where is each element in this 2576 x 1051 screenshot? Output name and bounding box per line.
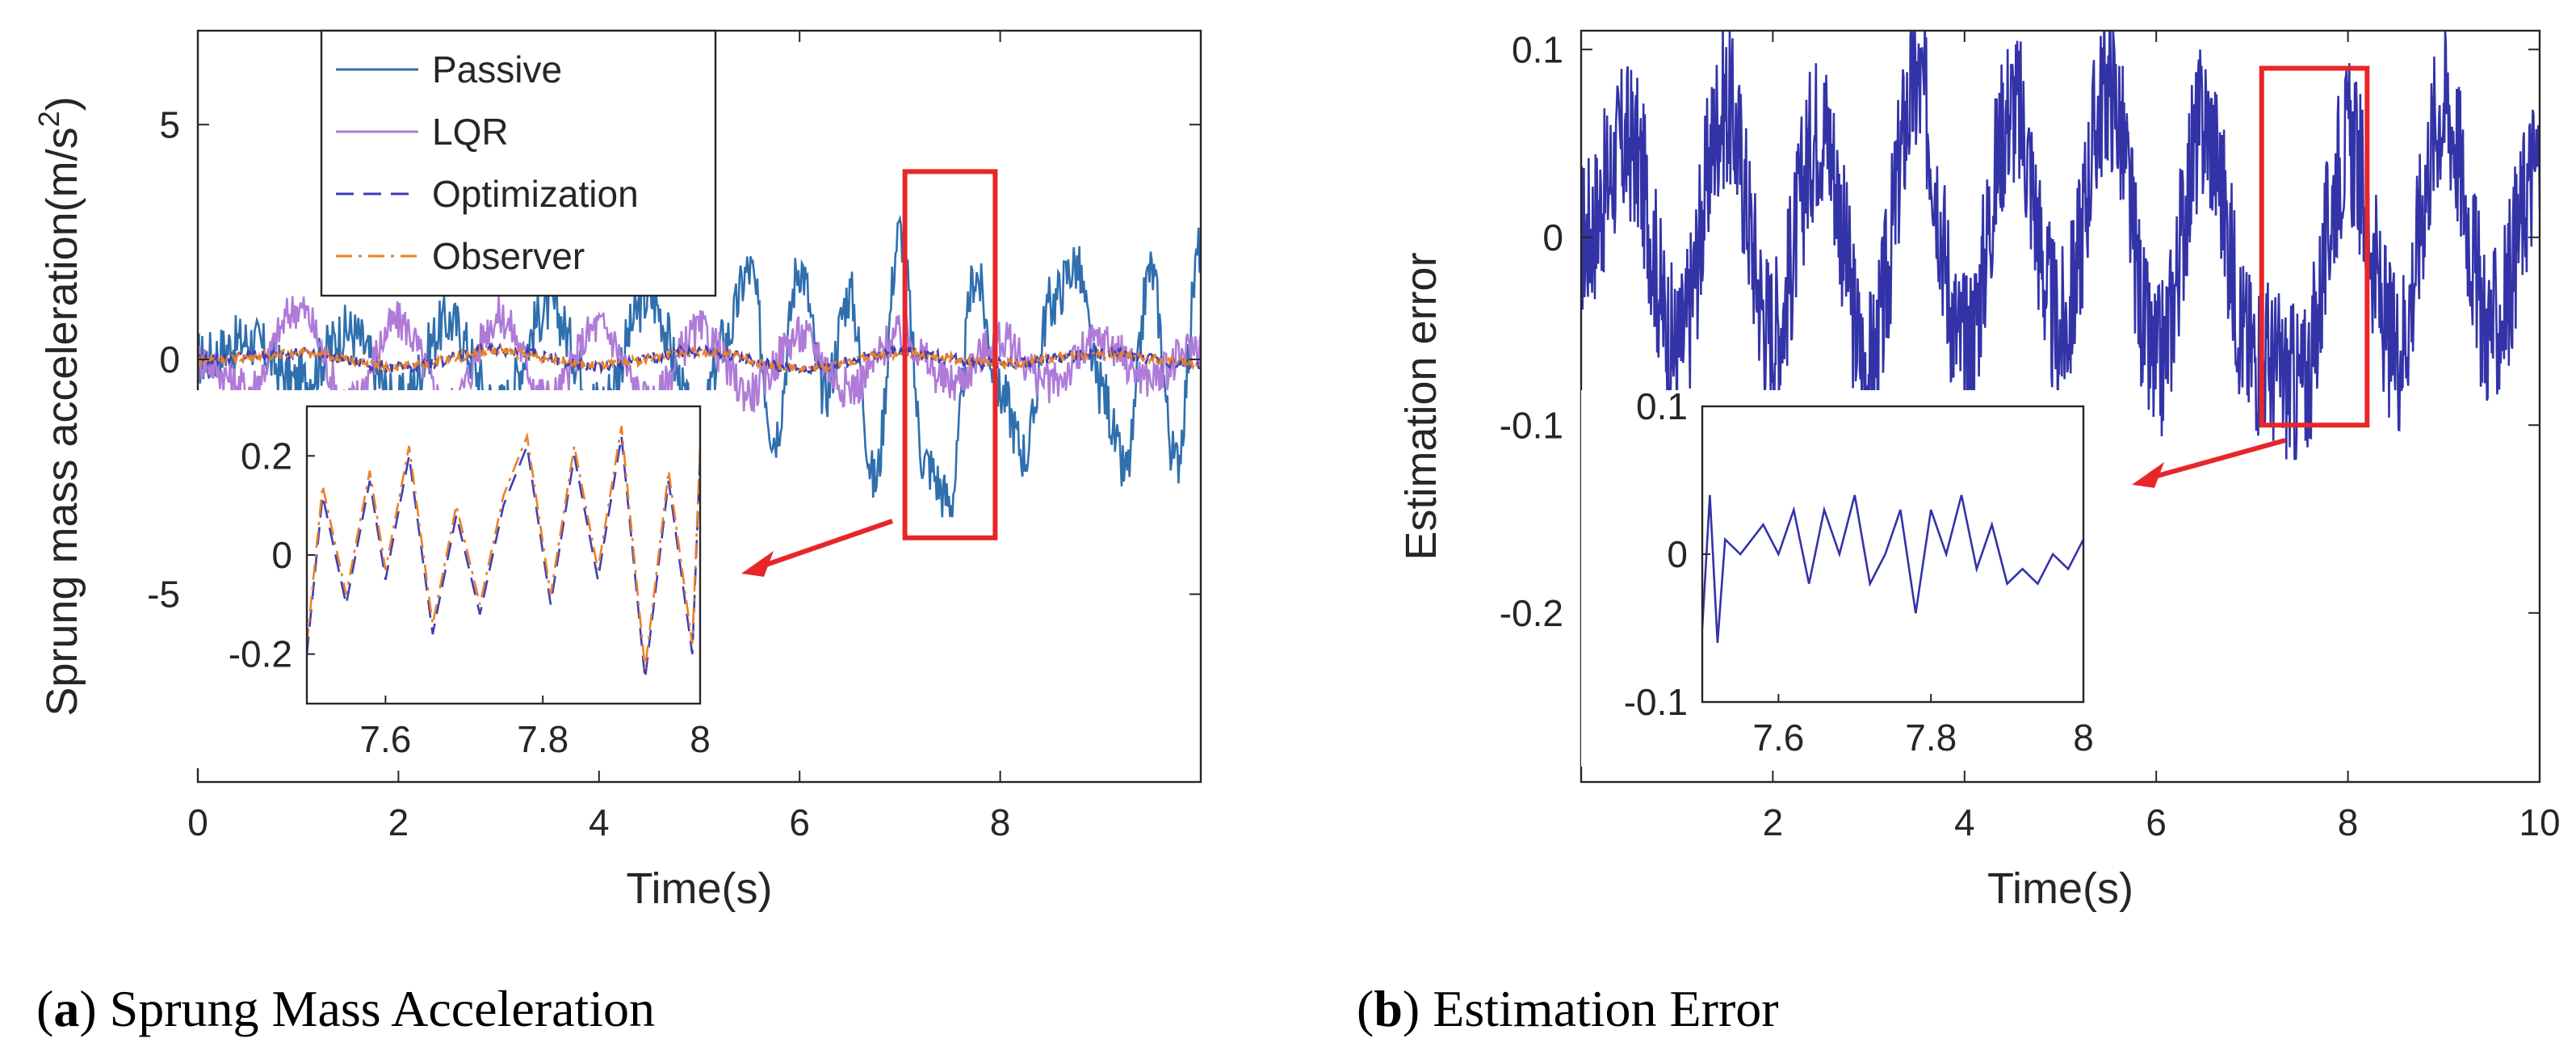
chart-a-inset-xtick-label: 7.6 <box>359 718 411 760</box>
chart-a-sprung-mass-acceleration: 0 2 4 6 8 5 0 -5 Time(s) Sprung mass acceleration… <box>32 29 1202 913</box>
chart-a-inset-ytick-label: 0.2 <box>241 435 292 477</box>
caption-a-text: Sprung Mass Acceleration <box>110 980 655 1037</box>
chart-a-inset-xtick-label: 8 <box>690 718 711 760</box>
legend-label-optimization: Optimization <box>432 173 639 215</box>
chart-b-xtick-label: 10 <box>2519 801 2560 843</box>
legend-box <box>320 29 717 297</box>
caption-b-letter: b <box>1374 980 1403 1037</box>
caption-b: (b) Estimation Error <box>1357 980 1779 1037</box>
chart-a-xlabel: Time(s) <box>627 864 773 913</box>
chart-a-inset-area <box>307 406 700 704</box>
legend-label-observer: Observer <box>432 235 585 277</box>
legend-label-passive: Passive <box>432 48 562 90</box>
chart-a-ytick-label: 5 <box>159 103 180 145</box>
chart-b-arrow-shaft <box>2154 438 2286 479</box>
chart-a-highlight-box <box>902 169 998 540</box>
chart-a-inset-ytick-label: -0.2 <box>229 633 292 675</box>
chart-a-ytick-label: 0 <box>159 338 180 380</box>
legend-label-lqr: LQR <box>432 111 509 153</box>
chart-a-arrow-shaft <box>763 519 893 568</box>
chart-b-data <box>1581 31 2540 460</box>
chart-b-inset-ytick-label: 0.1 <box>1636 385 1688 427</box>
chart-b-inset-ytick-label: 0 <box>1667 533 1688 575</box>
chart-a-xtick-label: 2 <box>388 801 409 843</box>
chart-b-ylabel: Estimation error <box>1397 252 1445 560</box>
chart-b-arrow-head <box>2132 462 2164 488</box>
chart-b-inset-xtick-label: 7.8 <box>1905 717 1957 759</box>
chart-a-xtick-label: 0 <box>187 801 208 843</box>
chart-b-inset-xtick-label: 7.6 <box>1752 717 1804 759</box>
chart-a-xtick-label: 4 <box>589 801 610 843</box>
chart-b-xtick-label: 8 <box>2338 801 2359 843</box>
caption-b-text: Estimation Error <box>1433 980 1778 1037</box>
chart-a-ylabel-end: ) <box>38 96 86 111</box>
chart-a-ylabel: Sprung mass acceleration(m/s2) <box>32 96 86 716</box>
chart-b-xtick-label: 6 <box>2146 801 2167 843</box>
chart-b-xtick-label: 4 <box>1954 801 1975 843</box>
chart-b-series-estimation-error <box>1581 31 2540 460</box>
chart-a-series-lqr <box>198 296 1201 426</box>
chart-b-xlabel: Time(s) <box>1987 864 2133 913</box>
chart-b-inset-series-estimation-error <box>1702 494 2083 643</box>
chart-b-ytick-label: -0.1 <box>1500 404 1563 446</box>
chart-a-ytick-label: -5 <box>147 574 180 616</box>
chart-a-inset-series-observer <box>307 426 700 670</box>
chart-b-inset-ytick-label: -0.1 <box>1624 681 1688 723</box>
chart-b-ytick-label: -0.2 <box>1500 592 1563 634</box>
chart-b-inset-data <box>1702 494 2083 643</box>
caption-a-letter: a <box>53 980 79 1037</box>
chart-b-inset-xtick-label: 8 <box>2073 717 2094 759</box>
chart-a-arrow-head <box>741 551 774 577</box>
chart-a-ylabel-sup: 2 <box>32 111 65 127</box>
chart-b-ytick-label: 0.1 <box>1512 28 1563 70</box>
chart-b-estimation-error: 2 4 6 8 10 0.1 0 -0.1 -0.2 Time(s) Estimation erro… <box>1397 28 2561 913</box>
chart-a-inset-series-optimization <box>307 435 700 679</box>
chart-a-inset-xtick-label: 7.8 <box>517 718 568 760</box>
chart-b-ytick-label: 0 <box>1542 217 1563 259</box>
chart-b-xtick-label: 2 <box>1763 801 1784 843</box>
chart-a-inset-ytick-label: 0 <box>271 534 292 576</box>
chart-b-highlight-box <box>2259 65 2370 428</box>
chart-b-inset-area <box>1702 406 2083 702</box>
chart-a-xtick-label: 8 <box>990 801 1011 843</box>
caption-a: (a) Sprung Mass Acceleration <box>36 980 655 1037</box>
chart-a-inset-data <box>307 426 700 679</box>
chart-a-xtick-label: 6 <box>789 801 810 843</box>
chart-a-series-observer <box>198 343 1201 375</box>
